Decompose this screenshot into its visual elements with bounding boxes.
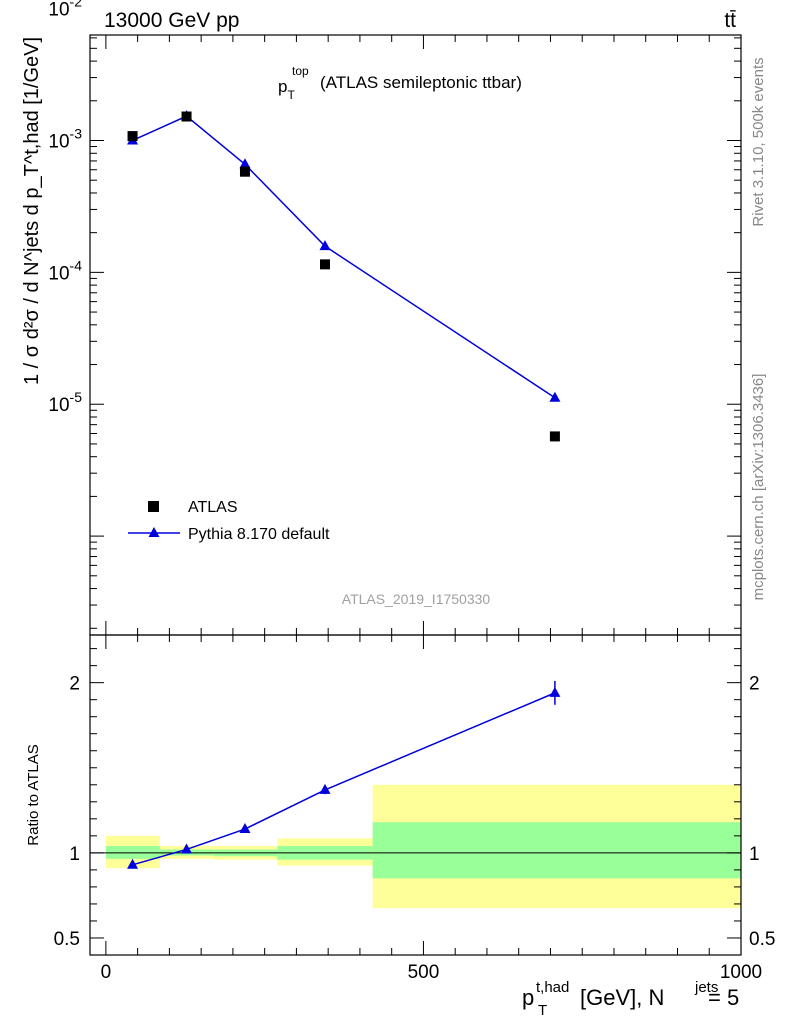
- y-tick-label-top: 10-5: [48, 389, 82, 416]
- legend-mc-marker: [148, 527, 160, 537]
- data-point: [549, 431, 560, 442]
- main-frame: [89, 34, 742, 636]
- ratio-point: [127, 858, 139, 869]
- x-label-sup: t,had: [536, 979, 569, 996]
- legend-data-label: ATLAS: [188, 499, 238, 516]
- mc-point: [319, 240, 331, 251]
- y-tick-label-top: 10-3: [48, 125, 82, 152]
- ratio-point: [319, 783, 331, 794]
- y-tick-label-ratio: 0.5: [54, 929, 80, 950]
- x-label-sub: T: [538, 1002, 547, 1019]
- analysis-id: ATLAS_2019_I1750330: [342, 591, 491, 607]
- data-point: [239, 166, 250, 177]
- y-tick-label-ratio-right: 1: [749, 844, 760, 865]
- chart-title-sub: T: [287, 88, 295, 102]
- main-panel: 10-5 10-4 10-3 10-2 ATLAS Pythia 8.170 defaul…: [48, 0, 742, 636]
- x-axis-label: pTt,had [GeV], N jets= 5: [522, 979, 739, 1019]
- x-label-rest: = 5: [708, 985, 739, 1010]
- ratio-panel: 0 500 1000 0.5 0.5 1 1 2 2: [54, 634, 775, 983]
- y-tick-label-ratio: 1: [69, 844, 80, 865]
- y-label-text: 1 / σ d²σ / d N^jets d p_T^t,had [1/GeV]: [21, 37, 43, 385]
- x-tick-label: 500: [408, 962, 440, 983]
- x-label-unit: [GeV], N: [580, 985, 664, 1010]
- mc-series-line: [132, 115, 556, 399]
- data-point: [127, 131, 138, 142]
- y-tick-label-top: 10-2: [48, 0, 82, 21]
- y-tick-label-ratio-right: 2: [749, 674, 760, 695]
- legend: ATLAS Pythia 8.170 default: [128, 499, 330, 543]
- x-label-sup2: jets: [694, 979, 718, 996]
- ratio-point: [181, 843, 193, 854]
- chart-title-rest: (ATLAS semileptonic ttbar): [320, 73, 522, 92]
- legend-mc-label: Pythia 8.170 default: [188, 526, 330, 543]
- chart-title: pTtop (ATLAS semileptonic ttbar): [278, 64, 522, 102]
- ratio-point: [549, 686, 561, 697]
- data-point: [319, 259, 330, 270]
- stat-uncertainty-band: [372, 822, 741, 879]
- ratio-frame: [89, 634, 742, 956]
- mc-point: [239, 158, 251, 169]
- process-label: tt̄: [724, 9, 736, 32]
- y-tick-label-ratio-right: 0.5: [749, 929, 775, 950]
- chart-title-sup: top: [292, 64, 309, 78]
- y-tick-label-top: 10-4: [48, 257, 82, 284]
- legend-data-marker: [148, 501, 159, 512]
- data-point: [181, 111, 192, 122]
- y-axis-label-ratio: Ratio to ATLAS: [25, 744, 42, 845]
- chart-title-p: p: [278, 77, 287, 96]
- mc-point: [549, 391, 561, 402]
- y-axis-label-top: 1 / σ d²σ / d N^jets d p_T^t,had [1/GeV]: [21, 37, 43, 385]
- x-label-p: p: [522, 985, 534, 1010]
- rivet-label: Rivet 3.1.10, 500k events: [750, 57, 767, 226]
- energy-label: 13000 GeV pp: [104, 9, 239, 32]
- x-tick-label: 0: [101, 962, 112, 983]
- y-tick-label-ratio: 2: [69, 674, 80, 695]
- mcplots-label: mcplots.cern.ch [arXiv:1306.3436]: [750, 374, 767, 601]
- x-tick-label: 1000: [720, 962, 762, 983]
- ratio-point: [239, 823, 251, 834]
